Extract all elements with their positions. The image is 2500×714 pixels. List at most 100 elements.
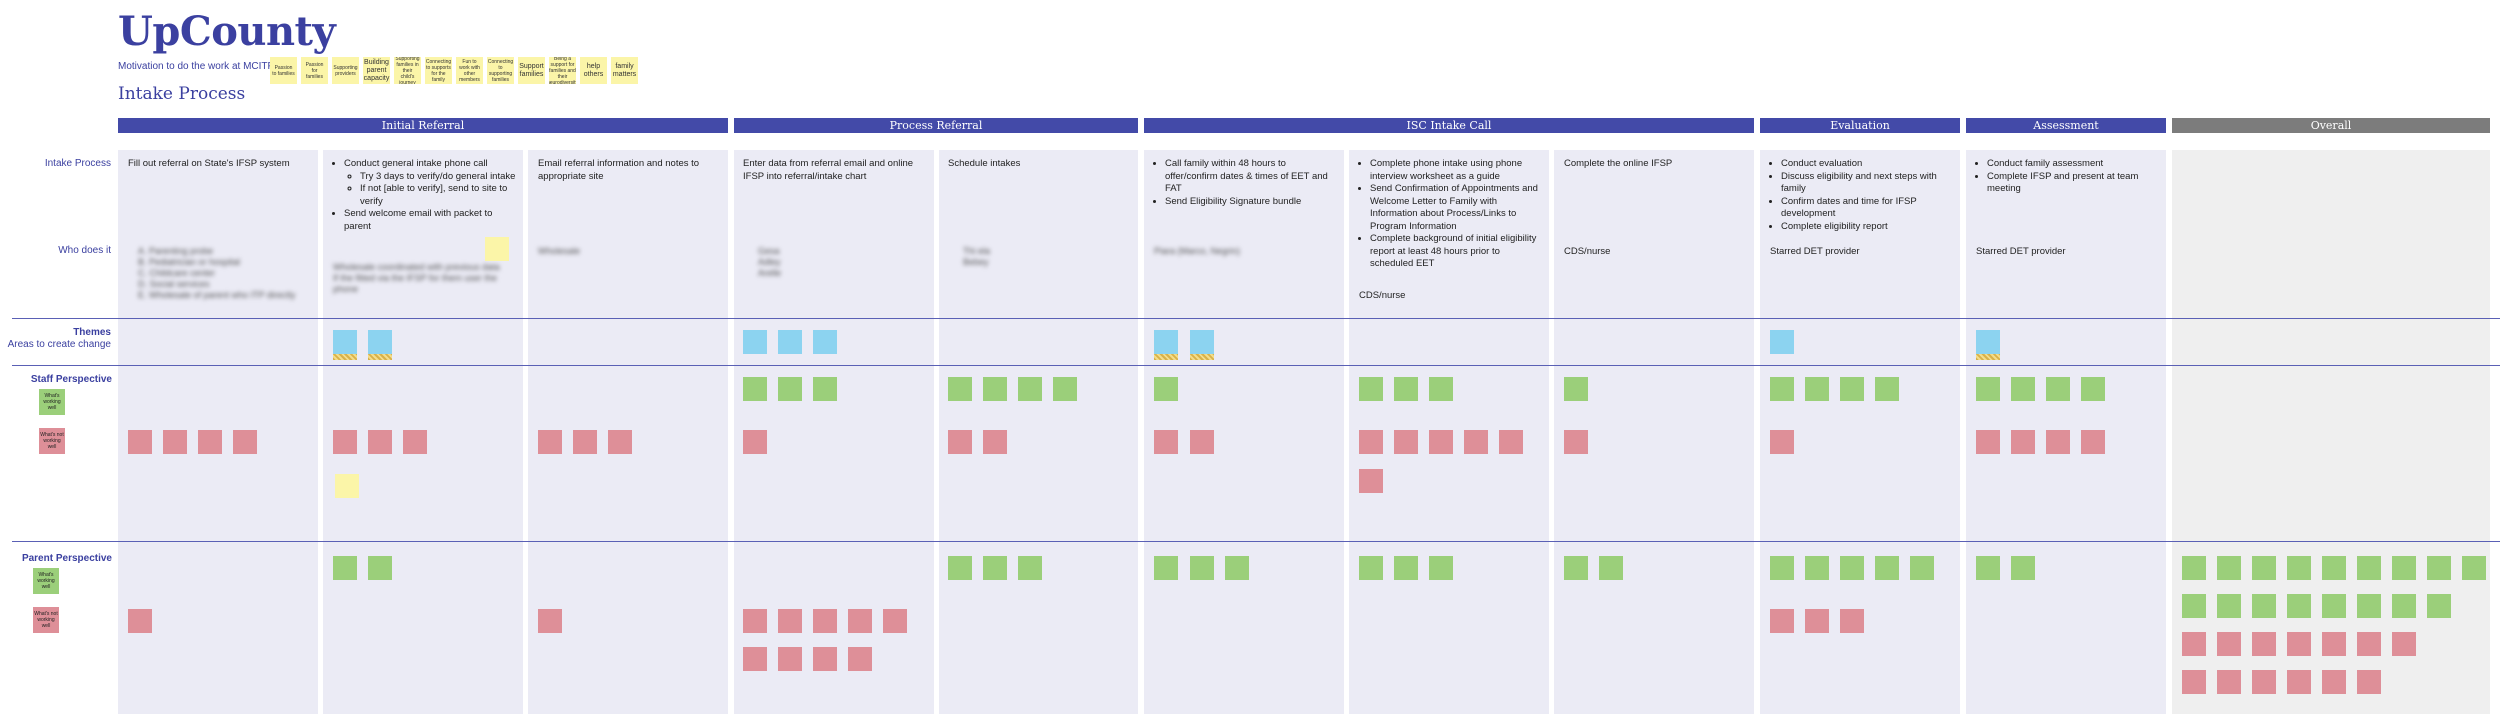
phase-process-referral[interactable]: Process Referral: [734, 118, 1138, 133]
parent-working-sticky[interactable]: [2217, 594, 2241, 618]
parent-working-sticky[interactable]: [1840, 556, 1864, 580]
parent-working-sticky[interactable]: [2322, 594, 2346, 618]
parent-working-sticky[interactable]: [1018, 556, 1042, 580]
staff-not-working-sticky[interactable]: [233, 430, 257, 454]
staff-not-working-sticky[interactable]: [198, 430, 222, 454]
staff-working-sticky[interactable]: [743, 377, 767, 401]
parent-not-working-sticky[interactable]: [2287, 670, 2311, 694]
parent-working-sticky[interactable]: [1805, 556, 1829, 580]
staff-working-sticky[interactable]: [813, 377, 837, 401]
parent-not-working-sticky[interactable]: [883, 609, 907, 633]
parent-not-working-sticky[interactable]: [128, 609, 152, 633]
phase-assessment[interactable]: Assessment: [1966, 118, 2166, 133]
parent-not-working-sticky[interactable]: [1805, 609, 1829, 633]
parent-working-sticky[interactable]: [2392, 556, 2416, 580]
parent-working-sticky[interactable]: [2182, 556, 2206, 580]
parent-working-sticky[interactable]: [2217, 556, 2241, 580]
motivation-note[interactable]: family matters: [611, 57, 638, 84]
motivation-note[interactable]: Passion to families: [270, 57, 297, 84]
staff-working-sticky[interactable]: [1976, 377, 2000, 401]
staff-working-sticky[interactable]: [1770, 377, 1794, 401]
parent-working-sticky[interactable]: [2357, 594, 2381, 618]
parent-working-sticky[interactable]: [1190, 556, 1214, 580]
parent-working-sticky[interactable]: [2322, 556, 2346, 580]
parent-not-working-sticky[interactable]: [2252, 632, 2276, 656]
staff-working-sticky[interactable]: [1053, 377, 1077, 401]
parent-working-sticky[interactable]: [2287, 556, 2311, 580]
parent-working-sticky[interactable]: [2182, 594, 2206, 618]
motivation-note[interactable]: Passion for families: [301, 57, 328, 84]
staff-working-sticky[interactable]: [2011, 377, 2035, 401]
staff-working-sticky[interactable]: [1154, 377, 1178, 401]
phase-evaluation[interactable]: Evaluation: [1760, 118, 1960, 133]
staff-not-working-sticky[interactable]: [1770, 430, 1794, 454]
theme-sticky[interactable]: [1154, 330, 1178, 354]
staff-not-working-sticky[interactable]: [573, 430, 597, 454]
staff-not-working-sticky[interactable]: [743, 430, 767, 454]
parent-not-working-sticky[interactable]: [2252, 670, 2276, 694]
parent-working-sticky[interactable]: [2462, 556, 2486, 580]
parent-working-sticky[interactable]: [1599, 556, 1623, 580]
motivation-note[interactable]: Supporting providers: [332, 57, 359, 84]
theme-sticky[interactable]: [813, 330, 837, 354]
staff-not-working-sticky[interactable]: [2011, 430, 2035, 454]
phase-overall[interactable]: Overall: [2172, 118, 2490, 133]
staff-working-sticky[interactable]: [2081, 377, 2105, 401]
staff-not-working-sticky[interactable]: [608, 430, 632, 454]
theme-sticky[interactable]: [1770, 330, 1794, 354]
staff-not-working-sticky[interactable]: [2081, 430, 2105, 454]
motivation-note[interactable]: help others: [580, 57, 607, 84]
motivation-note[interactable]: Being a support for families and their n…: [549, 57, 576, 84]
staff-not-working-sticky[interactable]: [1564, 430, 1588, 454]
staff-not-working-sticky[interactable]: [1359, 469, 1383, 493]
parent-not-working-sticky[interactable]: [1770, 609, 1794, 633]
staff-not-working-sticky[interactable]: [983, 430, 1007, 454]
staff-not-working-sticky[interactable]: [1359, 430, 1383, 454]
motivation-note[interactable]: Fun to work with other members: [456, 57, 483, 84]
motivation-note[interactable]: Support families: [518, 57, 545, 84]
parent-working-sticky[interactable]: [2427, 594, 2451, 618]
parent-working-sticky[interactable]: [1154, 556, 1178, 580]
parent-not-working-sticky[interactable]: [778, 609, 802, 633]
parent-working-sticky[interactable]: [1564, 556, 1588, 580]
parent-not-working-sticky[interactable]: [2322, 632, 2346, 656]
staff-not-working-sticky[interactable]: [538, 430, 562, 454]
parent-not-working-sticky[interactable]: [2182, 670, 2206, 694]
staff-working-sticky[interactable]: [1394, 377, 1418, 401]
phase-isc-intake-call[interactable]: ISC Intake Call: [1144, 118, 1754, 133]
staff-not-working-sticky[interactable]: [1464, 430, 1488, 454]
staff-working-sticky[interactable]: [1840, 377, 1864, 401]
staff-not-working-sticky[interactable]: [1154, 430, 1178, 454]
parent-working-sticky[interactable]: [368, 556, 392, 580]
parent-working-sticky[interactable]: [1394, 556, 1418, 580]
parent-working-sticky[interactable]: [1770, 556, 1794, 580]
staff-working-sticky[interactable]: [2046, 377, 2070, 401]
staff-working-sticky[interactable]: [1875, 377, 1899, 401]
staff-not-working-sticky[interactable]: [2046, 430, 2070, 454]
staff-not-working-sticky[interactable]: [333, 430, 357, 454]
staff-not-working-sticky[interactable]: [1976, 430, 2000, 454]
parent-working-sticky[interactable]: [2011, 556, 2035, 580]
staff-not-working-sticky[interactable]: [403, 430, 427, 454]
parent-working-sticky[interactable]: [2427, 556, 2451, 580]
theme-sticky[interactable]: [333, 330, 357, 354]
staff-working-sticky[interactable]: [778, 377, 802, 401]
parent-working-sticky[interactable]: [2357, 556, 2381, 580]
parent-not-working-sticky[interactable]: [813, 609, 837, 633]
parent-not-working-sticky[interactable]: [2392, 632, 2416, 656]
parent-not-working-sticky[interactable]: [2182, 632, 2206, 656]
parent-not-working-sticky[interactable]: [848, 609, 872, 633]
parent-working-sticky[interactable]: [1359, 556, 1383, 580]
staff-not-working-sticky[interactable]: [948, 430, 972, 454]
parent-not-working-sticky[interactable]: [1840, 609, 1864, 633]
parent-not-working-sticky[interactable]: [2287, 632, 2311, 656]
parent-working-sticky[interactable]: [2287, 594, 2311, 618]
theme-sticky[interactable]: [778, 330, 802, 354]
staff-working-sticky[interactable]: [1564, 377, 1588, 401]
staff-not-working-sticky[interactable]: [128, 430, 152, 454]
parent-not-working-sticky[interactable]: [2322, 670, 2346, 694]
parent-not-working-sticky[interactable]: [2357, 632, 2381, 656]
parent-working-sticky[interactable]: [2392, 594, 2416, 618]
parent-working-sticky[interactable]: [948, 556, 972, 580]
parent-working-sticky[interactable]: [1910, 556, 1934, 580]
